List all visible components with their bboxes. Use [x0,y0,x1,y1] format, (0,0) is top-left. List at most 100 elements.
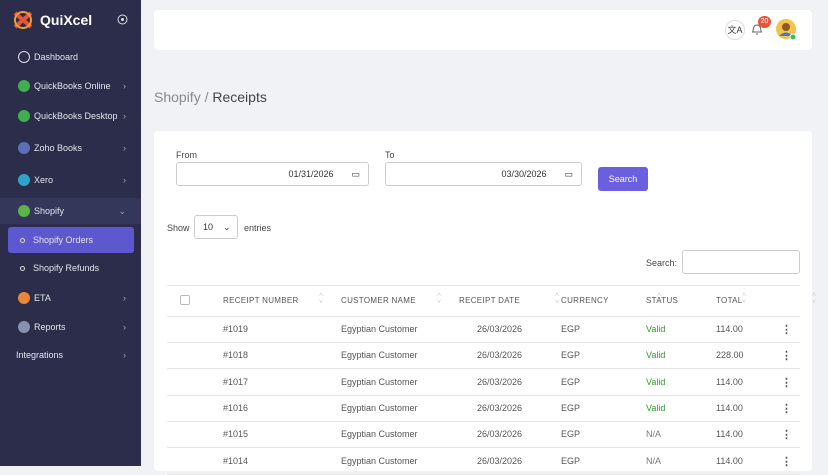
sort-icon[interactable]: ˄ ˅ [812,292,817,306]
sort-icon[interactable]: ˄ ˅ [319,292,324,306]
table-cell: 26/03/2026 [476,429,522,440]
table-cell: 26/03/2026 [476,455,522,466]
entries-label: entries [244,223,272,233]
chevron: › [123,111,126,121]
nav-label: Dashboard [34,52,79,62]
nav-item[interactable]: Integrations › [0,342,141,368]
nav-label: Shopify Refunds [33,263,100,273]
table-cell: 26/03/2026 [476,376,522,387]
top-bar: 文A 20 [154,10,812,50]
to-label: To [385,150,395,160]
nav-item[interactable]: Dashboard [0,44,141,70]
show-label: Show [167,223,190,233]
table-cell: Egyptian Customer [341,429,418,440]
chevron: › [123,143,126,153]
nav-icon [20,265,25,271]
nav-item[interactable]: ETA › [0,285,141,311]
nav-item[interactable]: Shopify Refunds [0,255,141,281]
nav-item[interactable]: QuickBooks Desktop › [0,103,141,129]
row-divider [167,342,800,343]
breadcrumb-parent[interactable]: Shopify [154,89,201,105]
to-input[interactable]: 03/30/2026 ▭ [385,162,582,186]
row-menu[interactable]: ⋮ [781,429,792,442]
sort-icon[interactable]: ˄ ˅ [742,292,747,306]
nav-icon [18,321,30,333]
chevron: › [123,293,126,303]
page-size-select[interactable]: 10 ⌄ [194,215,238,239]
table-cell: Egyptian Customer [341,376,418,387]
avatar[interactable] [775,18,797,42]
table-cell: #1017 [223,376,249,387]
nav-icon [18,51,30,63]
table-cell: EGP [561,455,581,466]
nav-icon [18,110,30,122]
nav-label: Shopify [34,206,65,216]
table-cell: 26/03/2026 [476,324,522,334]
select-all-checkbox[interactable] [180,295,190,305]
content-card [154,131,812,471]
nav-label: QuickBooks Online [34,81,111,91]
table-cell: 26/03/2026 [476,350,522,361]
search-input[interactable] [682,250,800,274]
breadcrumb: Shopify / Receipts [154,89,267,105]
translate-icon[interactable]: 文A [725,20,745,40]
table-cell: Egyptian Customer [341,350,418,361]
nav-label: Integrations [16,350,64,360]
search-button[interactable]: Search [598,167,648,191]
column-header[interactable]: RECEIPT DATE [459,296,521,305]
table-border [167,285,800,286]
column-header[interactable]: TOTAL [716,296,743,305]
nav-item[interactable]: QuickBooks Online › [0,73,141,99]
table-cell: #1018 [223,350,249,361]
from-input[interactable]: 01/31/2026 ▭ [176,162,369,186]
row-menu[interactable]: ⋮ [781,324,792,336]
row-menu[interactable]: ⋮ [781,350,792,363]
row-divider [167,368,800,370]
bell-icon[interactable] [751,22,763,36]
table-cell: EGP [561,402,581,413]
nav-item[interactable]: Reports › [0,314,141,340]
row-menu[interactable]: ⋮ [781,455,792,468]
sort-icon[interactable]: ˄ ˅ [437,292,442,306]
column-header[interactable]: STATUS [646,296,679,305]
nav-item[interactable]: Xero › [0,167,141,193]
nav-icon [18,205,30,217]
chevron: › [123,175,126,185]
row-menu[interactable]: ⋮ [781,402,792,415]
nav-item[interactable]: Shopify ⌄ [0,198,141,224]
column-header[interactable]: RECEIPT NUMBER [223,296,299,305]
nav-icon [18,292,30,304]
collapse-button[interactable] [117,14,128,25]
table-cell: 114.00 [716,455,743,466]
table-cell: N/A [646,455,662,466]
table-cell: EGP [561,324,581,334]
table-cell: Egyptian Customer [341,402,418,413]
chevron: › [123,350,126,360]
row-divider [167,394,800,396]
nav-icon [18,142,30,154]
sort-icon[interactable]: ˄ ˅ [555,292,560,306]
chevron: ⌄ [118,205,126,216]
table-cell: 26/03/2026 [476,402,522,413]
column-header[interactable]: CUSTOMER NAME [341,296,416,305]
table-cell: 114.00 [716,429,743,440]
sort-icon[interactable]: ˄ ˅ [657,292,662,306]
table-cell: Valid [646,376,666,387]
logo [13,11,33,29]
row-divider [167,420,800,422]
table-cell: Egyptian Customer [341,324,418,334]
column-header[interactable]: CURRENCY [561,296,609,305]
breadcrumb-current: Receipts [212,89,267,105]
row-menu[interactable]: ⋮ [781,376,792,389]
nav-item[interactable]: Zoho Books › [0,135,141,161]
svg-text:文A: 文A [727,24,742,35]
breadcrumb-separator: / [204,89,209,105]
nav-label: ETA [34,293,51,303]
from-label: From [176,150,197,160]
notification-badge: 20 [758,16,771,28]
sidebar: QuiXcel Dashboard QuickBooks Online › Quick… [0,0,141,466]
nav-item[interactable]: Shopify Orders [8,227,134,253]
table-cell: 228.00 [716,350,744,361]
table-cell: EGP [561,350,581,361]
